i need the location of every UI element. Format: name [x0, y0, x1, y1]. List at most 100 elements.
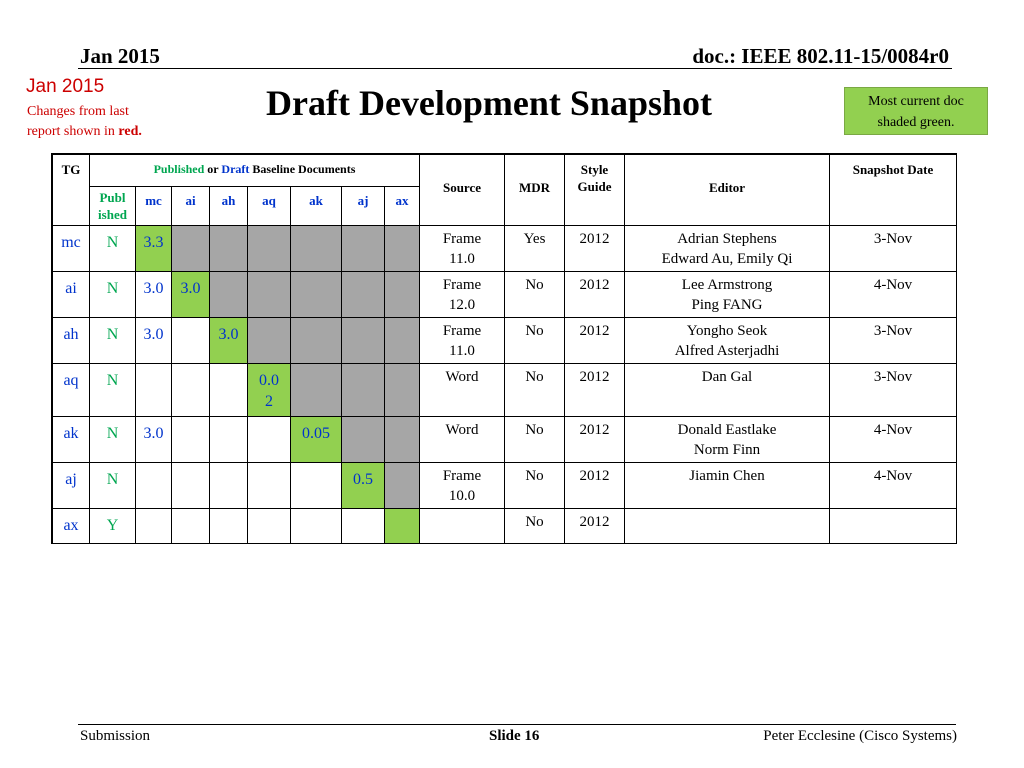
row-tg: aq [53, 364, 90, 417]
row-snapshot-date: 4-Nov [830, 272, 957, 318]
row-cell-mc [136, 364, 172, 417]
row-cell-mc: 3.0 [136, 272, 172, 318]
head-style-line-1: Style [580, 162, 609, 177]
row-cell-ah [210, 272, 248, 318]
head-baseline-rest: Baseline Documents [249, 162, 356, 176]
row-source-line-1: Word [445, 369, 479, 385]
row-tg: aj [53, 463, 90, 509]
row-style-guide: 2012 [565, 272, 625, 318]
row-tg: mc [53, 226, 90, 272]
row-editor-line-1: Adrian Stephens [677, 231, 777, 247]
row-style-guide: 2012 [565, 509, 625, 544]
head-snapshot-date: Snapshot Date [830, 155, 957, 226]
row-editor: Jiamin Chen [625, 463, 830, 509]
changes-date: Jan 2015 [26, 76, 105, 97]
row-editor-line-1: Donald Eastlake [677, 422, 777, 438]
head-col-ak: ak [291, 187, 342, 226]
row-cell-ai [172, 509, 210, 544]
row-style-guide: 2012 [565, 463, 625, 509]
head-baseline-or: or [204, 162, 222, 176]
row-tg: ai [53, 272, 90, 318]
head-col-mc: mc [136, 187, 172, 226]
head-style-guide: Style Guide [565, 155, 625, 226]
row-cell-ah [210, 509, 248, 544]
row-cell-ah: 3.0 [210, 318, 248, 364]
row-mdr: No [505, 272, 565, 318]
row-editor-line-2: Ping FANG [691, 297, 763, 313]
row-published: N [90, 226, 136, 272]
row-mdr: No [505, 318, 565, 364]
head-baseline: Published or Draft Baseline Documents [90, 155, 420, 187]
row-cell-aj [342, 318, 385, 364]
row-style-guide: 2012 [565, 318, 625, 364]
head-baseline-draft: Draft [221, 162, 250, 176]
row-tg: ax [53, 509, 90, 544]
row-cell-ak [291, 318, 342, 364]
row-cell-ai [172, 463, 210, 509]
changes-line-2: report shown in red. [27, 122, 142, 142]
row-tg: ah [53, 318, 90, 364]
row-cell-aj [342, 417, 385, 463]
row-cell-ai: 3.0 [172, 272, 210, 318]
row-source [420, 509, 505, 544]
row-cell-ak: 0.05 [291, 417, 342, 463]
row-mdr: Yes [505, 226, 565, 272]
head-published: Publ ished [90, 187, 136, 226]
row-cell-aj [342, 364, 385, 417]
legend-line-2: shaded green. [877, 115, 955, 130]
changes-line-1: Changes from last [27, 104, 129, 119]
head-col-aq: aq [248, 187, 291, 226]
row-cell-ax [385, 417, 420, 463]
row-snapshot-date: 3-Nov [830, 318, 957, 364]
row-style-guide: 2012 [565, 364, 625, 417]
row-cell-mc: 3.0 [136, 318, 172, 364]
head-baseline-published: Published [153, 162, 205, 176]
row-published: N [90, 364, 136, 417]
head-editor: Editor [625, 155, 830, 226]
row-cell-aj [342, 226, 385, 272]
head-col-ah: ah [210, 187, 248, 226]
row-cell-aq-line-2: 2 [265, 393, 273, 410]
row-editor-line-1: Jiamin Chen [689, 468, 765, 484]
head-mdr: MDR [505, 155, 565, 226]
header-date: Jan 2015 [80, 44, 160, 68]
row-cell-ak [291, 463, 342, 509]
row-cell-ak [291, 272, 342, 318]
row-mdr: No [505, 463, 565, 509]
row-cell-ax [385, 509, 420, 544]
row-mdr: No [505, 509, 565, 544]
row-editor [625, 509, 830, 544]
row-cell-ai [172, 226, 210, 272]
row-cell-aq [248, 226, 291, 272]
row-source-line-2: 11.0 [449, 251, 475, 267]
row-source-line-1: Word [445, 422, 479, 438]
row-source-line-1: Frame [442, 323, 482, 339]
row-cell-ah [210, 364, 248, 417]
row-cell-ak [291, 226, 342, 272]
row-cell-ah [210, 463, 248, 509]
row-mdr: No [505, 364, 565, 417]
legend-green-box: Most current doc shaded green. [844, 87, 988, 135]
footer-submission: Submission [80, 728, 151, 744]
row-style-guide: 2012 [565, 226, 625, 272]
head-tg: TG [53, 155, 90, 226]
changes-line-2-red: red. [118, 124, 142, 139]
row-cell-ak [291, 364, 342, 417]
row-editor: Dan Gal [625, 364, 830, 417]
legend-line-1: Most current doc [868, 94, 964, 109]
row-cell-ax [385, 318, 420, 364]
row-snapshot-date [830, 509, 957, 544]
header-divider [78, 68, 952, 69]
row-cell-ai [172, 318, 210, 364]
row-source-line-2: 11.0 [449, 343, 475, 359]
head-published-line-2: ished [98, 207, 127, 222]
row-cell-aq [248, 463, 291, 509]
row-editor-line-2: Edward Au, Emily Qi [661, 251, 793, 267]
row-cell-mc: 3.3 [136, 226, 172, 272]
row-editor-line-2: Alfred Asterjadhi [674, 343, 780, 359]
row-cell-ah [210, 417, 248, 463]
footer-divider [78, 724, 956, 725]
row-cell-ax [385, 272, 420, 318]
row-cell-mc [136, 509, 172, 544]
row-cell-aj [342, 272, 385, 318]
